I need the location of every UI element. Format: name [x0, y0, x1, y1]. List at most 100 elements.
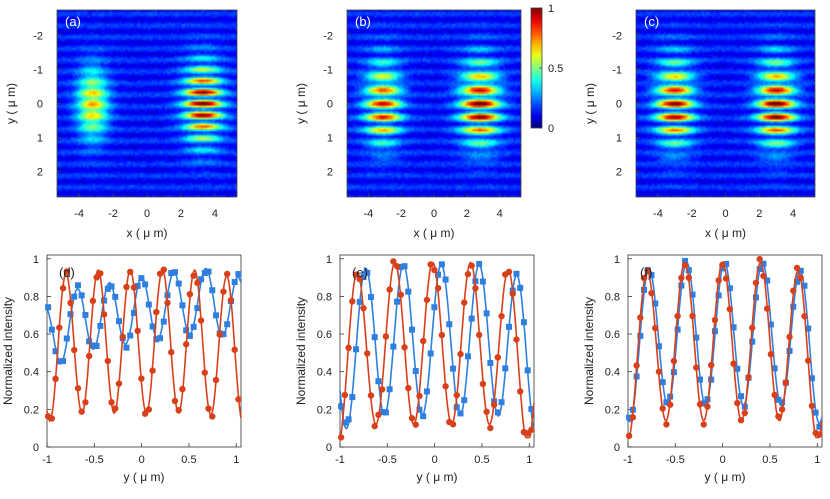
data-point-red	[464, 270, 472, 278]
data-point-red	[408, 415, 416, 422]
data-point-blue	[524, 367, 531, 374]
data-point-red	[625, 432, 633, 440]
data-point-red	[390, 258, 397, 265]
x-tick-label: 0	[432, 454, 438, 466]
data-point-blue	[738, 393, 745, 400]
data-point-blue	[356, 298, 363, 305]
data-point-red	[438, 331, 446, 339]
data-point-blue	[450, 365, 457, 372]
y-tick-label: 0.2	[24, 404, 39, 416]
data-point-red	[487, 424, 494, 432]
data-point-blue	[367, 294, 374, 301]
data-point-red	[726, 305, 734, 313]
y-tick-label: -1	[33, 65, 43, 77]
x-tick-label: 0	[139, 454, 145, 466]
data-point-blue	[700, 400, 707, 407]
data-point-blue	[82, 311, 89, 318]
data-point-blue	[194, 305, 201, 312]
panel-label: (b)	[355, 14, 371, 29]
data-point-blue	[801, 282, 808, 289]
x-tick-label: 0	[144, 208, 150, 220]
data-point-blue	[626, 414, 633, 421]
data-point-blue	[438, 261, 445, 268]
series-blue	[338, 260, 535, 431]
y-tick-label: 1	[33, 254, 39, 266]
colorbar-tick-label: 0	[548, 123, 554, 135]
data-point-red	[704, 403, 711, 410]
data-point-blue	[431, 304, 438, 311]
data-point-blue	[349, 394, 356, 401]
data-point-blue	[160, 318, 167, 325]
data-point-blue	[715, 292, 722, 299]
series-red	[44, 266, 242, 423]
data-point-red	[775, 413, 782, 420]
data-point-blue	[775, 396, 782, 403]
x-tick-label: 0.5	[762, 454, 777, 466]
data-point-blue	[364, 269, 371, 276]
data-point-blue	[130, 309, 137, 316]
data-point-blue	[786, 347, 793, 354]
y-tick-label: -2	[612, 31, 622, 43]
data-point-blue	[220, 331, 227, 338]
data-point-red	[401, 344, 408, 351]
data-point-blue	[78, 292, 85, 299]
data-point-blue	[723, 261, 730, 268]
data-point-blue	[682, 257, 689, 264]
y-tick-label: 0.8	[24, 291, 39, 303]
data-point-blue	[157, 335, 164, 342]
data-point-blue	[659, 379, 666, 386]
data-point-blue	[730, 324, 737, 331]
data-point-red	[678, 274, 685, 282]
y-tick-label: 0.4	[24, 367, 39, 379]
data-point-red	[782, 379, 790, 386]
data-point-red	[67, 299, 74, 307]
data-point-red	[629, 414, 637, 421]
data-point-blue	[517, 284, 524, 291]
data-point-red	[78, 408, 85, 415]
data-point-red	[449, 421, 457, 428]
data-point-red	[85, 352, 93, 360]
data-point-red	[663, 421, 670, 428]
data-point-red	[63, 268, 70, 275]
data-point-blue	[213, 312, 220, 319]
data-point-blue	[116, 318, 123, 325]
y-tick-label: 0.6	[605, 329, 620, 341]
data-point-blue	[652, 300, 659, 307]
data-point-blue	[779, 399, 786, 406]
data-point-red	[756, 255, 763, 263]
data-point-red	[778, 406, 786, 413]
data-point-blue	[48, 326, 55, 333]
data-point-red	[453, 392, 460, 399]
data-point-red	[126, 268, 134, 276]
data-point-red	[145, 406, 153, 413]
x-tick-label: 0	[431, 208, 437, 220]
data-point-blue	[198, 276, 205, 283]
x-tick-label: 2	[178, 208, 184, 220]
data-point-red	[216, 331, 223, 338]
panel-label: (c)	[644, 14, 659, 29]
data-point-red	[509, 290, 516, 297]
y-tick-label: 0	[326, 442, 332, 454]
y-tick-label: 0.8	[605, 291, 620, 303]
y-tick-label: 0.4	[605, 367, 620, 379]
data-point-blue	[808, 375, 815, 382]
data-point-red	[655, 368, 663, 375]
data-point-red	[637, 314, 644, 321]
data-point-red	[648, 289, 655, 297]
y-axis-label: y ( μ m)	[583, 83, 597, 124]
data-point-red	[457, 350, 464, 358]
x-axis-label: x ( μ m)	[414, 226, 455, 240]
data-point-red	[730, 360, 737, 367]
data-point-blue	[479, 278, 486, 285]
data-point-blue	[127, 332, 134, 339]
data-point-blue	[149, 323, 156, 330]
y-tick-label: 1	[37, 133, 43, 145]
data-point-blue	[405, 288, 412, 295]
data-point-blue	[637, 332, 644, 339]
data-point-blue	[719, 265, 726, 272]
data-point-red	[123, 283, 130, 291]
y-tick-label: 0	[616, 99, 622, 111]
data-point-red	[223, 270, 231, 278]
data-point-blue	[648, 272, 655, 279]
data-point-red	[722, 275, 730, 282]
